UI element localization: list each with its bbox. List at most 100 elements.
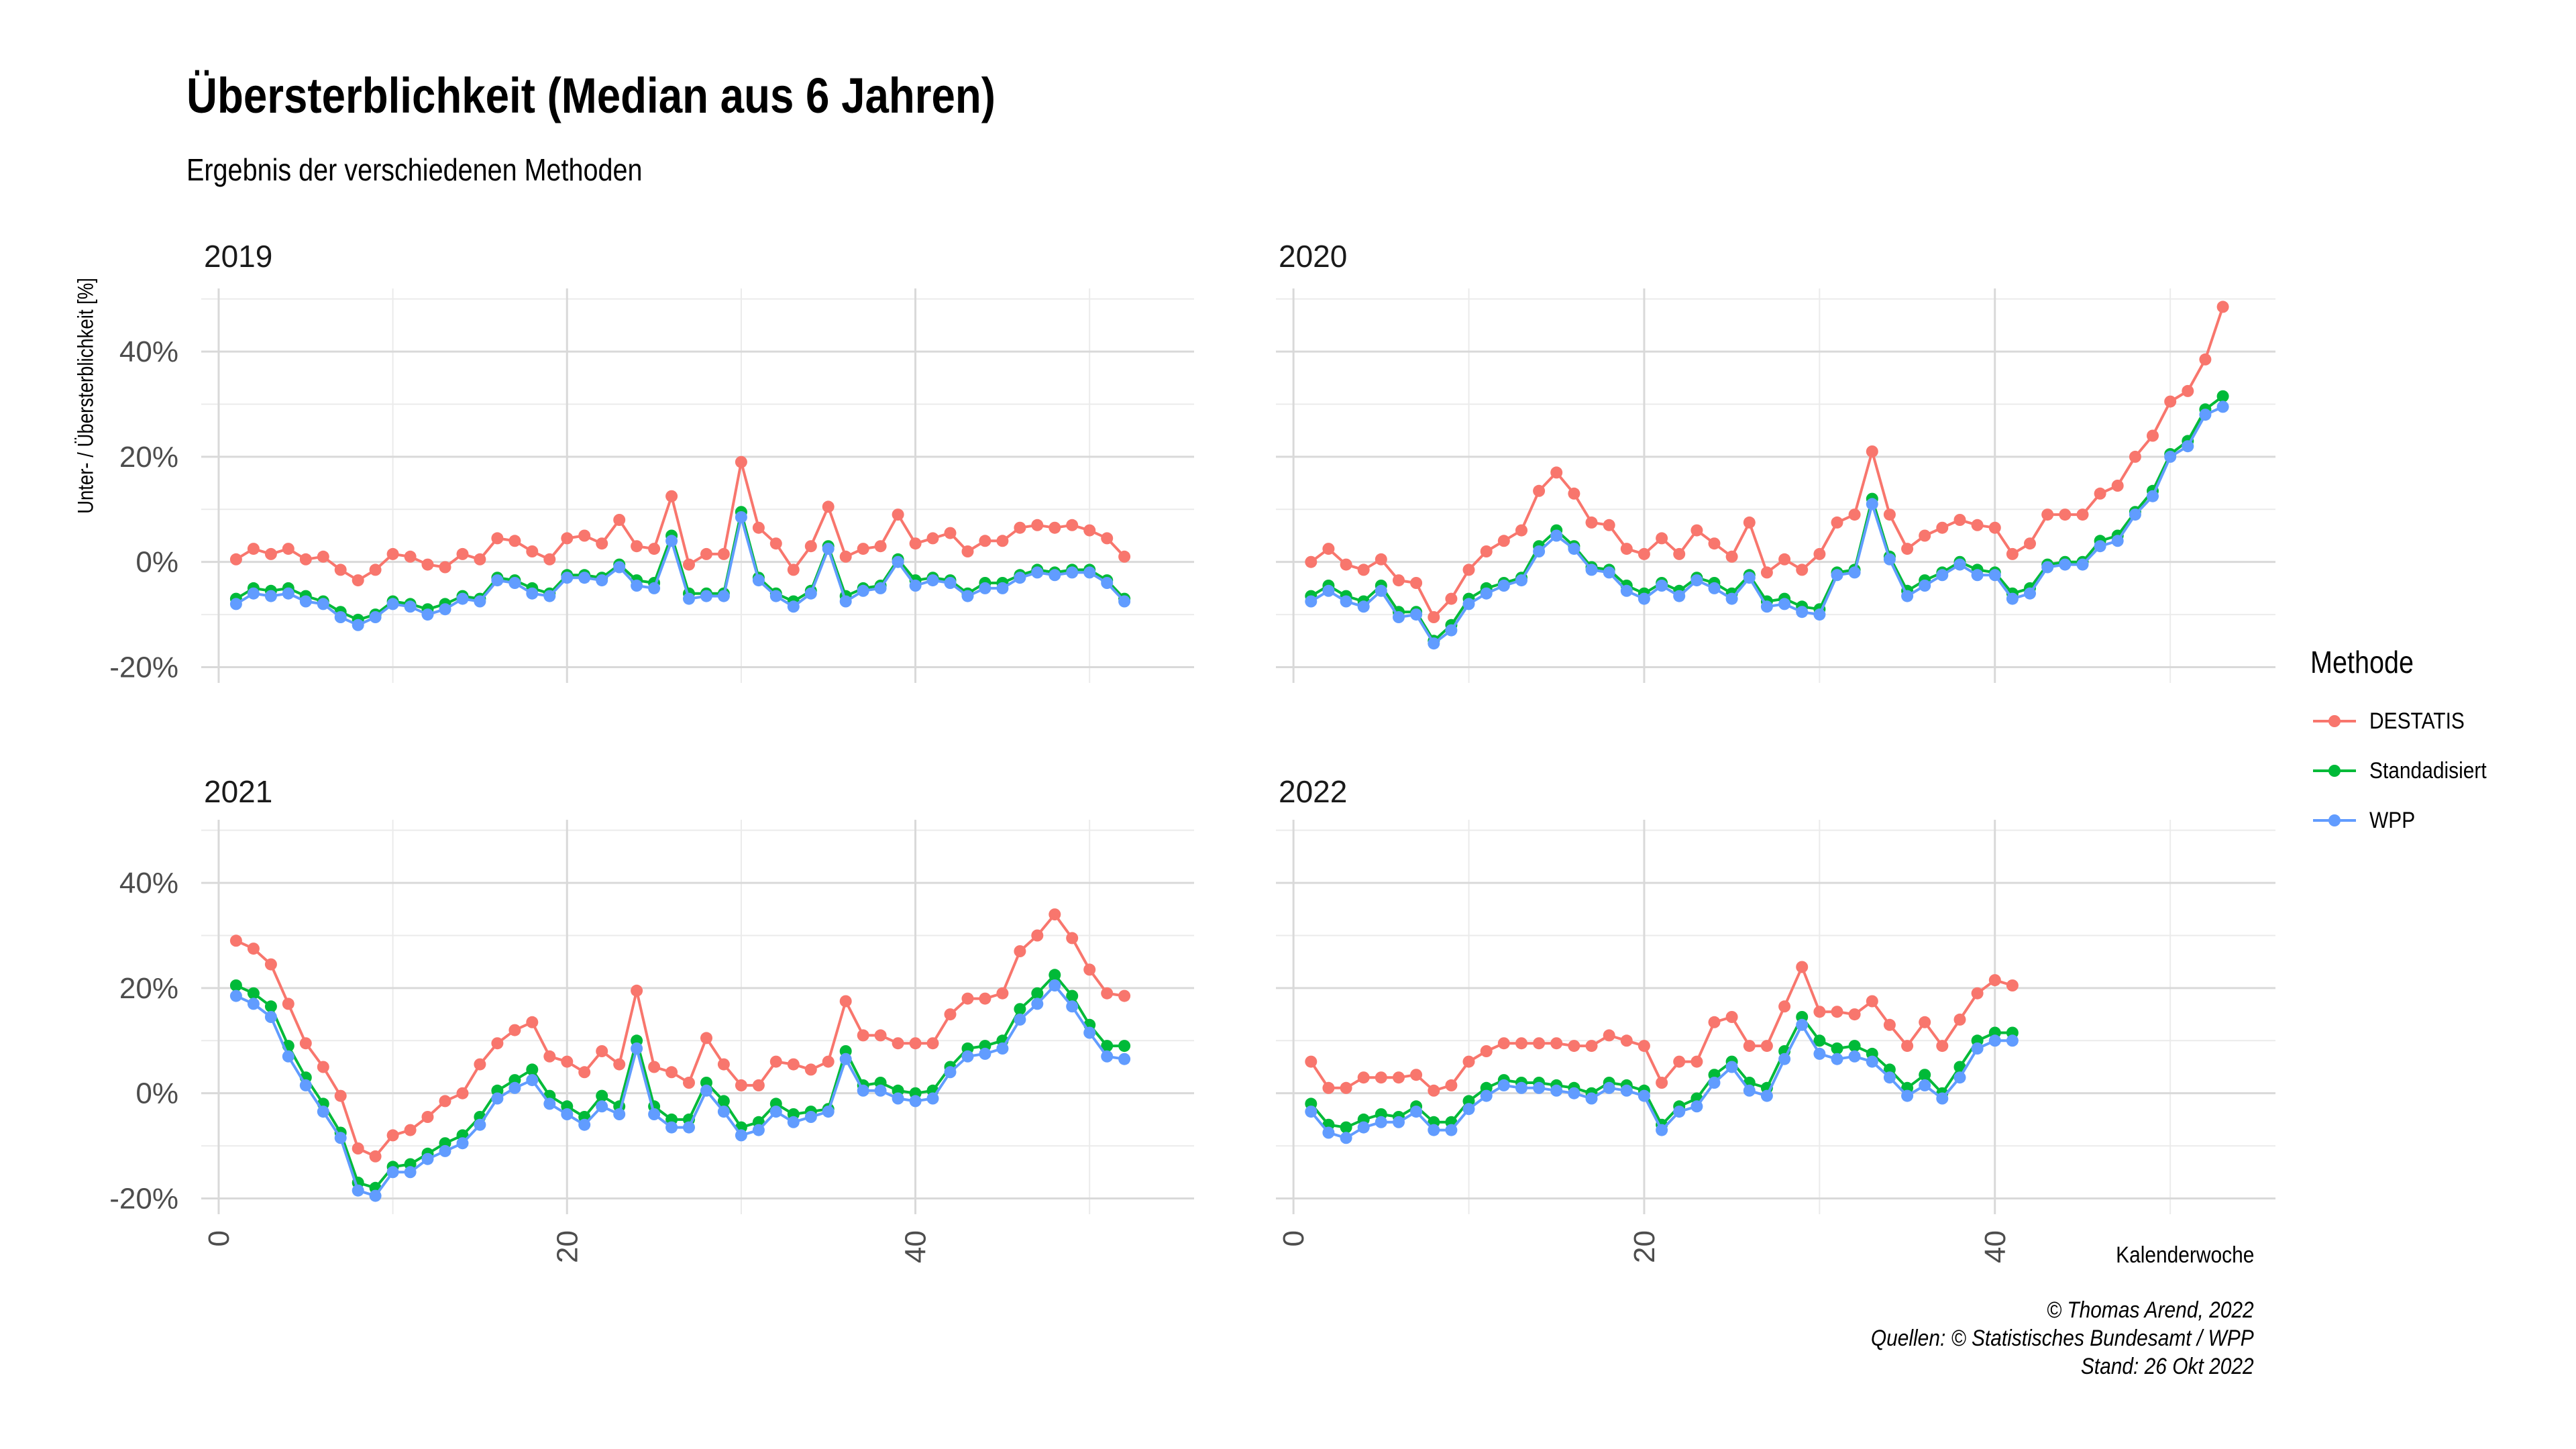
data-point-wpp [352, 1184, 364, 1197]
data-point-wpp [683, 592, 695, 605]
data-point-destatis [1550, 466, 1563, 479]
data-point-wpp [474, 1118, 486, 1131]
data-point-destatis [1533, 484, 1546, 497]
series-line-wpp [235, 984, 1125, 1197]
data-point-destatis [578, 529, 591, 542]
data-point-wpp [2199, 409, 2212, 421]
data-point-destatis [735, 1079, 747, 1091]
data-point-wpp [874, 1084, 887, 1097]
data-point-destatis [1743, 1040, 1756, 1053]
data-point-destatis [543, 1050, 556, 1063]
series-wpp [1305, 1018, 2019, 1144]
data-point-wpp [1462, 1103, 1475, 1116]
data-point-standadisiert [1813, 1034, 1826, 1047]
data-point-wpp [1515, 1081, 1527, 1094]
data-point-wpp [1393, 611, 1405, 623]
data-point-destatis [717, 547, 730, 560]
data-point-destatis [474, 1058, 486, 1071]
data-point-destatis [822, 1055, 835, 1068]
data-point-destatis [404, 550, 417, 563]
data-point-destatis [1831, 1006, 1843, 1018]
data-point-destatis [1603, 519, 1615, 531]
data-point-destatis [1568, 1040, 1580, 1053]
series-line-standadisiert [235, 973, 1125, 1189]
data-point-destatis [1883, 508, 1896, 521]
data-point-destatis [1760, 566, 1773, 579]
data-point-wpp [1375, 584, 1387, 597]
data-point-destatis [1340, 1081, 1352, 1094]
data-point-destatis [1620, 543, 1633, 555]
series-wpp [1305, 400, 2229, 650]
data-point-destatis [2024, 537, 2036, 550]
data-point-wpp [526, 587, 539, 600]
data-point-wpp [578, 572, 591, 584]
data-point-wpp [1690, 574, 1703, 587]
data-point-destatis [1393, 574, 1405, 587]
data-point-wpp [752, 1124, 765, 1136]
data-point-destatis [1971, 987, 1984, 1000]
data-point-destatis [857, 543, 869, 555]
data-point-destatis [700, 1032, 712, 1044]
data-point-wpp [1620, 584, 1633, 597]
data-point-wpp [857, 1084, 869, 1097]
data-point-wpp [1322, 584, 1335, 597]
data-point-destatis [683, 558, 695, 571]
data-point-wpp [264, 590, 277, 602]
data-point-destatis [1936, 1040, 1949, 1053]
data-point-destatis [1778, 553, 1791, 566]
data-point-destatis [1410, 577, 1423, 589]
data-point-wpp [1813, 1047, 1826, 1060]
data-point-wpp [1031, 998, 1044, 1010]
chart-subtitle: Ergebnis der verschiedenen Methoden [186, 152, 643, 187]
data-point-wpp [2059, 558, 2072, 571]
data-point-destatis [909, 1037, 922, 1050]
data-point-wpp [979, 582, 991, 594]
data-point-destatis [2147, 429, 2159, 442]
data-point-wpp [2076, 558, 2089, 571]
data-point-destatis [1638, 547, 1650, 560]
data-point-destatis [1357, 1071, 1370, 1084]
data-point-wpp [1305, 595, 1318, 608]
data-point-wpp [1708, 582, 1721, 594]
facet-panel-2022: 2022 0 20 40 [1276, 774, 2275, 1263]
x-axis-label: Kalenderwoche [2115, 1242, 2254, 1268]
y-tick-label: 20% [119, 972, 178, 1005]
data-point-destatis [1585, 516, 1598, 529]
data-point-destatis [1375, 553, 1387, 566]
data-point-destatis [596, 1045, 608, 1057]
series-wpp [229, 979, 1131, 1202]
data-point-wpp [1673, 590, 1686, 602]
data-point-destatis [892, 508, 904, 521]
data-point-destatis [1410, 1069, 1423, 1081]
data-point-destatis [1883, 1018, 1896, 1031]
data-point-destatis [334, 564, 347, 576]
data-point-wpp [1656, 1124, 1668, 1136]
legend-label-wpp: WPP [2369, 807, 2416, 833]
data-point-destatis [1585, 1040, 1598, 1053]
data-point-wpp [1883, 1071, 1896, 1084]
data-point-destatis [1901, 1040, 1914, 1053]
data-point-wpp [752, 574, 765, 587]
data-point-wpp [1066, 1000, 1079, 1013]
gridlines [1276, 820, 2275, 1214]
data-point-destatis [1462, 1055, 1475, 1068]
data-point-destatis [787, 564, 800, 576]
data-point-destatis [317, 550, 329, 563]
data-point-destatis [1497, 1037, 1510, 1050]
data-point-destatis [648, 1061, 661, 1073]
data-point-destatis [1568, 487, 1580, 500]
data-point-wpp [404, 1166, 417, 1179]
data-point-wpp [1936, 1092, 1949, 1105]
data-point-wpp [229, 989, 242, 1002]
data-point-standadisiert [247, 987, 260, 1000]
data-point-wpp [1708, 1077, 1721, 1089]
data-point-destatis [508, 535, 521, 547]
data-point-destatis [1690, 1055, 1703, 1068]
data-point-wpp [2129, 508, 2141, 521]
data-point-wpp [2094, 540, 2106, 553]
data-point-destatis [456, 547, 469, 560]
data-point-destatis [247, 943, 260, 955]
data-point-destatis [386, 547, 399, 560]
data-point-destatis [1831, 516, 1843, 529]
data-point-destatis [1708, 537, 1721, 550]
